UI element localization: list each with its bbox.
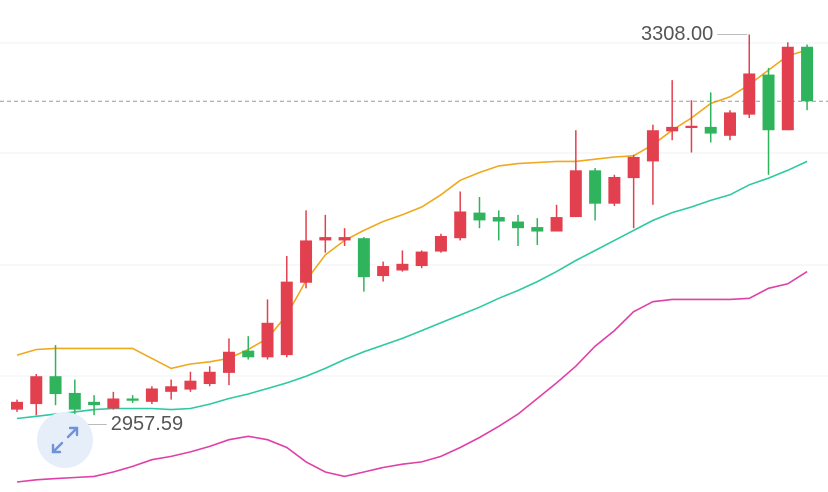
candle	[396, 250, 409, 272]
candle-body	[666, 126, 679, 132]
candle	[88, 395, 101, 416]
candle	[49, 345, 62, 406]
candle	[781, 42, 794, 131]
candle-body	[743, 73, 756, 115]
candle	[145, 386, 158, 405]
candle	[319, 214, 332, 253]
candle-body	[627, 156, 640, 179]
candle	[743, 34, 756, 118]
candle	[377, 261, 390, 282]
candle	[11, 399, 23, 412]
candle	[569, 130, 582, 218]
candle	[492, 210, 505, 241]
candle-body	[550, 217, 563, 232]
candle	[107, 391, 120, 410]
candle-body	[145, 388, 158, 402]
candle	[627, 154, 640, 229]
candle	[261, 299, 274, 360]
candle	[300, 210, 313, 289]
candle	[685, 100, 698, 153]
candle-body	[357, 238, 370, 278]
candle	[666, 80, 679, 141]
candle-body	[184, 380, 197, 390]
candle	[126, 395, 139, 403]
candle-body	[473, 212, 486, 221]
background-grid	[0, 42, 828, 377]
candle-body	[646, 130, 659, 162]
candle	[357, 237, 370, 292]
candle-body	[781, 46, 794, 131]
candle-body	[49, 376, 62, 395]
candle-body	[434, 235, 447, 252]
candle-body	[261, 322, 274, 358]
candle-body	[762, 74, 775, 131]
min-label: 2957.59	[111, 413, 183, 435]
candle	[589, 168, 602, 221]
candle-body	[685, 125, 698, 129]
candle-body	[68, 392, 81, 410]
candle-body	[723, 112, 736, 136]
candle-body	[415, 251, 428, 267]
expand-button[interactable]	[37, 412, 93, 468]
expand-button-bg[interactable]	[37, 412, 93, 468]
candle-body	[222, 351, 235, 373]
candle-body	[126, 398, 139, 401]
candle-body	[30, 376, 43, 405]
max-label: 3308.00	[641, 23, 713, 45]
candle	[454, 191, 467, 241]
candle-body	[107, 398, 120, 409]
candle	[30, 374, 43, 416]
candle	[473, 197, 486, 229]
expand-icon	[51, 426, 79, 454]
candle-body	[512, 221, 525, 229]
candle	[203, 366, 216, 387]
candle-body	[338, 237, 351, 241]
candle-body	[492, 217, 505, 222]
candle	[242, 336, 255, 360]
candle-body	[589, 170, 602, 204]
candle-body	[531, 227, 544, 232]
candle-body	[203, 371, 216, 385]
candle-body	[396, 263, 409, 271]
candle	[801, 44, 814, 111]
candle	[415, 250, 428, 269]
candle	[550, 204, 563, 232]
candle	[434, 233, 447, 253]
candle	[608, 174, 621, 206]
candle-body	[11, 401, 23, 410]
candle-body	[88, 401, 101, 406]
indicator-line	[16, 270, 808, 483]
candle-body	[569, 170, 582, 218]
candle	[646, 124, 659, 205]
candle-body	[319, 237, 332, 241]
candle	[184, 371, 197, 392]
candle-body	[377, 266, 390, 277]
candle	[531, 218, 544, 245]
indicator-line	[16, 49, 808, 370]
candle	[704, 92, 717, 143]
candle-body	[704, 126, 717, 134]
candle	[762, 67, 775, 175]
indicator-line	[16, 160, 808, 420]
candle-body	[165, 386, 178, 392]
candle-body	[454, 211, 467, 239]
candle-body	[300, 240, 313, 283]
candle	[338, 228, 351, 246]
candle	[165, 379, 178, 400]
plot-area: 3308.00 2957.59	[0, 23, 828, 483]
candle	[280, 256, 293, 358]
candle-body	[280, 281, 293, 356]
candle	[723, 110, 736, 141]
candle-body	[608, 176, 621, 204]
candle	[512, 214, 525, 246]
candle-body	[801, 46, 814, 102]
candle-body	[242, 350, 255, 358]
candle	[222, 338, 235, 386]
